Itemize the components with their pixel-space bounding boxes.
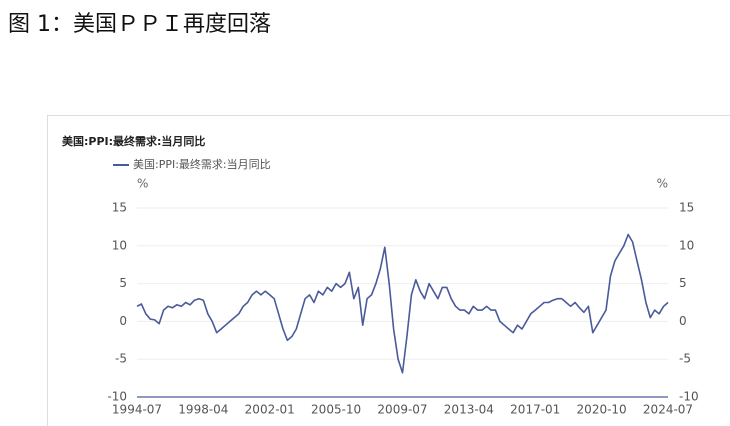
y-unit: % <box>137 177 148 191</box>
x-tick-label: 2002-01 <box>245 403 295 417</box>
y-tick-label: 5 <box>119 276 127 290</box>
y-tick-label: -5 <box>115 352 127 366</box>
y-tick-label: 10 <box>112 238 127 252</box>
x-tick-label: 2005-10 <box>311 403 361 417</box>
y2-tick-label: 15 <box>679 201 694 215</box>
series-line <box>136 233 669 374</box>
legend-label: 美国:PPI:最终需求:当月同比 <box>133 157 271 171</box>
header: 图 1：美国ＰＰＩ再度回落 <box>8 12 271 37</box>
x-tick-label: 2024-07 <box>643 403 693 417</box>
x-tick-label: 2020-10 <box>577 403 627 417</box>
x-tick-label: 2013-04 <box>444 403 494 417</box>
y2-tick-label: -5 <box>679 352 691 366</box>
x-tick-label: 1994-07 <box>112 403 162 417</box>
y2-tick-label: 10 <box>679 238 694 252</box>
y-tick-label: 15 <box>112 201 127 215</box>
y2-unit: % <box>657 177 668 191</box>
chart-frame <box>47 115 730 426</box>
y2-tick-label: 5 <box>679 276 687 290</box>
y2-tick-label: -10 <box>679 390 699 404</box>
x-tick-label: 2017-01 <box>510 403 560 417</box>
chart-title: 美国:PPI:最终需求:当月同比 <box>62 134 205 148</box>
x-tick-label: 2009-07 <box>377 403 427 417</box>
x-tick-label: 1998-04 <box>178 403 228 417</box>
y-tick-label: 0 <box>119 314 127 328</box>
y-tick-label: -10 <box>107 390 127 404</box>
y2-tick-label: 0 <box>679 314 687 328</box>
